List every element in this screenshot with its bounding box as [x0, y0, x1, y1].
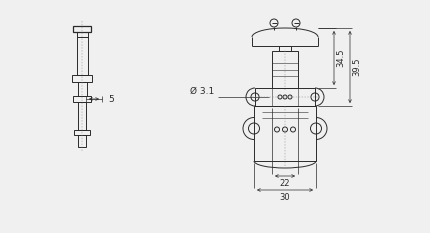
Text: 34.5: 34.5 [337, 49, 345, 67]
Bar [255, 88, 315, 106]
Text: 5: 5 [108, 95, 114, 103]
Bar [78, 135, 86, 147]
Bar [272, 51, 298, 88]
Bar [279, 46, 291, 51]
Bar [254, 106, 316, 161]
Text: Ø 3.1: Ø 3.1 [190, 87, 214, 96]
Bar [74, 130, 90, 135]
Text: 22: 22 [280, 178, 290, 188]
Bar [77, 37, 87, 75]
Text: 39.5: 39.5 [353, 58, 362, 76]
Bar [73, 96, 91, 102]
Bar [77, 32, 87, 37]
Bar [73, 26, 91, 32]
Bar [77, 82, 86, 96]
Bar [78, 102, 86, 130]
Text: 30: 30 [280, 192, 290, 202]
Bar [72, 75, 92, 82]
